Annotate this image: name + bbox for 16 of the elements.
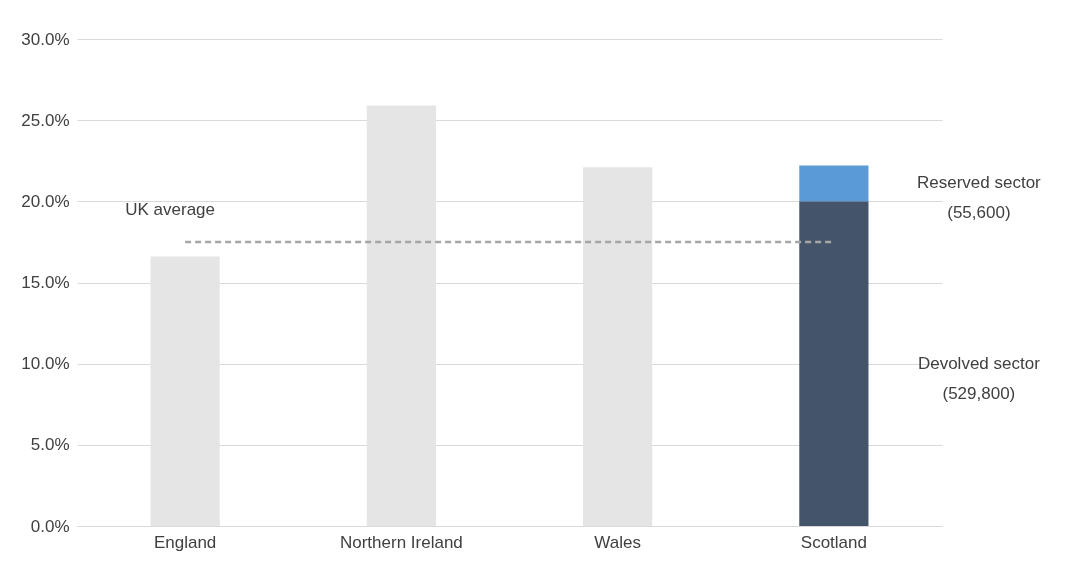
text: Devolved sector (529,800) (917, 353, 1041, 403)
x-tick-label: Northern Ireland (339, 532, 463, 552)
y-tick-label: 5.0% (30, 435, 70, 455)
y-tick-label: 20.0% (21, 191, 70, 211)
bar (799, 165, 869, 202)
y-tick-label: 30.0% (21, 29, 70, 49)
x-tick-label: Scotland (800, 532, 867, 552)
y-tick-label: 25.0% (21, 110, 70, 130)
y-tick-label: 10.0% (21, 354, 70, 374)
x-tick-label: England (153, 532, 217, 552)
y-tick-label: 0.0% (30, 516, 70, 536)
text: Reserved sector (55,600) (916, 173, 1042, 223)
ref-line-label: UK average (125, 199, 216, 219)
bar (799, 201, 869, 526)
x-tick-label: Wales (594, 532, 641, 552)
y-tick-label: 15.0% (21, 273, 70, 292)
